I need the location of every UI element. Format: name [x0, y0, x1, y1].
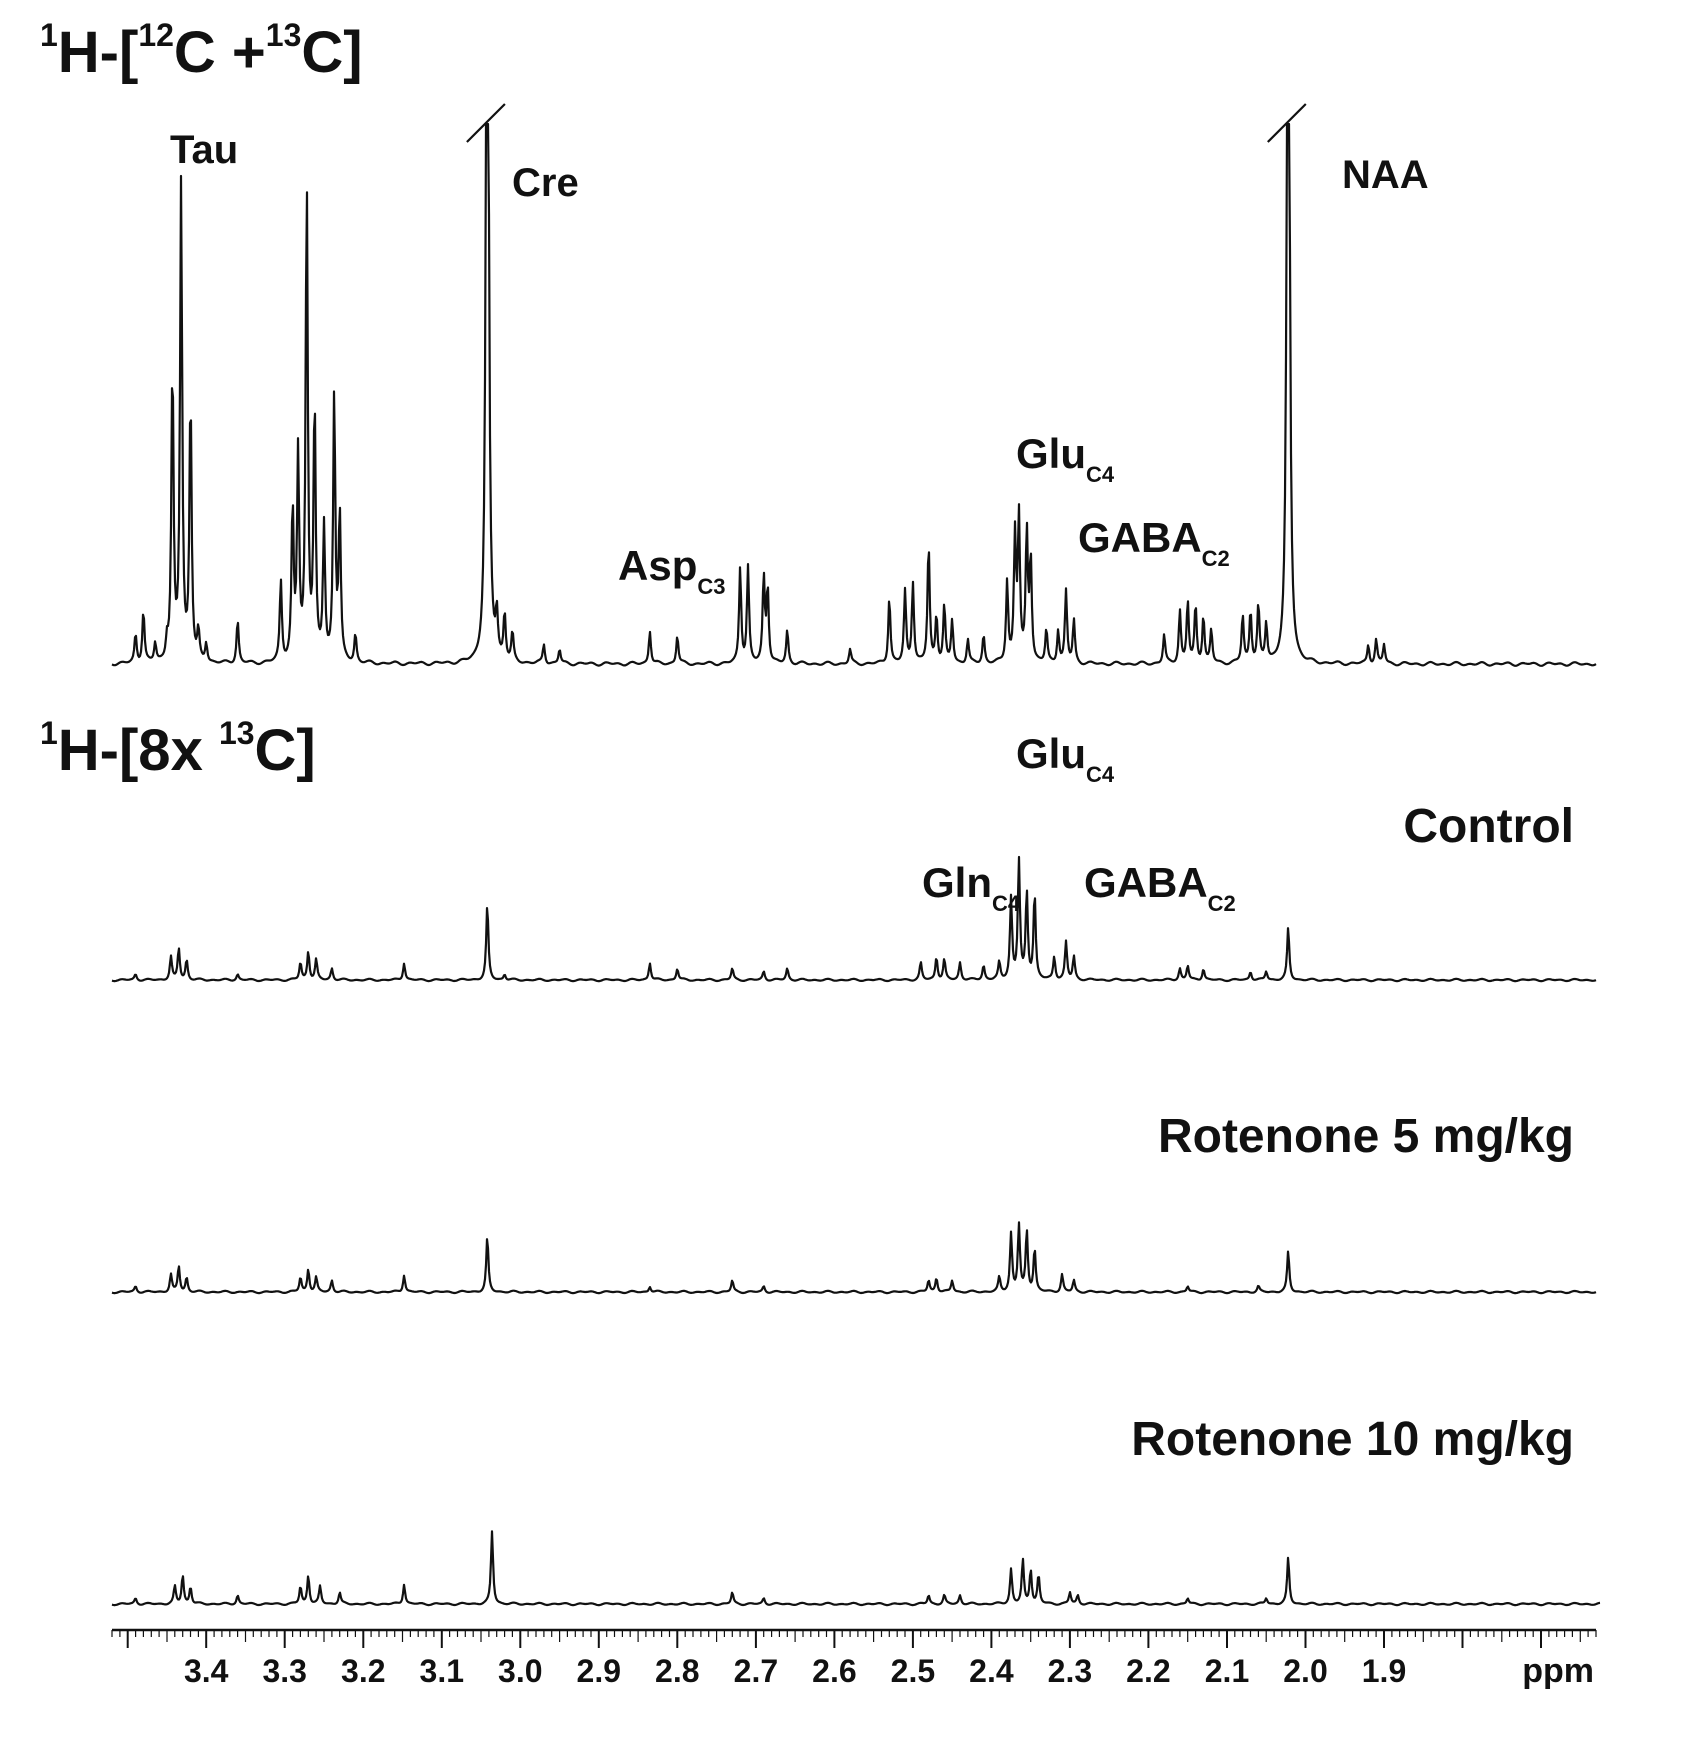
- panel-title-top: 1H-[12C +13C]: [40, 17, 363, 85]
- annot-glu-top: GluC4: [1016, 430, 1115, 487]
- annot-asp-main: Asp: [618, 542, 697, 589]
- panel-title-top-sup2: 13: [266, 17, 302, 53]
- panel-title-top-post: C]: [301, 20, 362, 85]
- annot-glu-top-sub: C4: [1086, 462, 1115, 487]
- x-tick-label: 2.9: [577, 1653, 621, 1689]
- annot-glu-bottom: GluC4: [1016, 730, 1115, 787]
- annot-cre: Cre: [512, 161, 579, 205]
- x-tick-label: 3.1: [420, 1653, 464, 1689]
- annot-gln-bottom-main: Gln: [922, 859, 992, 906]
- annot-glu-bottom-sub: C4: [1086, 762, 1115, 787]
- truncation-mark-1: [466, 103, 506, 143]
- spectrum-trace-2: [111, 855, 1597, 983]
- x-tick-label: 2.8: [655, 1653, 699, 1689]
- annot-asp-sub: C3: [697, 574, 725, 599]
- x-tick-label: 3.0: [498, 1653, 542, 1689]
- panel-title-bottom-mid1: H-[8x: [58, 718, 219, 783]
- panel-title-bottom: 1H-[8x 13C]: [40, 715, 316, 783]
- annot-gaba-bottom-main: GABA: [1084, 859, 1208, 906]
- x-tick-label: 2.6: [812, 1653, 856, 1689]
- truncation-markers: [466, 103, 1307, 143]
- panel-title-bottom-pre: 1: [40, 715, 58, 751]
- series-label-rotenone-10: Rotenone 10 mg/kg: [1131, 1413, 1574, 1466]
- annot-gaba-top: GABAC2: [1078, 514, 1230, 571]
- panel-title-top-mid2: C +: [174, 20, 266, 85]
- annot-glu-top-main: Glu: [1016, 430, 1086, 477]
- x-tick-label: 2.7: [734, 1653, 778, 1689]
- x-tick-label: 2.4: [969, 1653, 1014, 1689]
- annot-tau: Tau: [170, 128, 238, 172]
- spectrum-trace-1: [111, 122, 1597, 667]
- annot-gaba-bottom-sub: C2: [1208, 891, 1236, 916]
- x-tick-label: 2.0: [1283, 1653, 1327, 1689]
- spectra-traces: [111, 122, 1601, 1607]
- spectrum-trace-3: [111, 1221, 1597, 1295]
- x-tick-label: 2.5: [891, 1653, 935, 1689]
- x-axis-unit-label: ppm: [1522, 1652, 1594, 1690]
- spectrum-trace-4: [111, 1530, 1601, 1607]
- panel-title-top-sup1: 12: [138, 17, 174, 53]
- annot-gln-bottom: GlnC4: [922, 859, 1021, 916]
- x-tick-label: 1.9: [1362, 1653, 1406, 1689]
- panel-title-top-mid1: H-[: [58, 20, 139, 85]
- x-tick-label: 3.4: [184, 1653, 229, 1689]
- panel-title-top-pre: 1: [40, 17, 58, 53]
- x-tick-label: 2.1: [1205, 1653, 1249, 1689]
- truncation-mark-2: [1267, 103, 1307, 143]
- panel-title-bottom-sup1: 13: [219, 715, 255, 751]
- x-axis: 3.4 3.3 3.2 3.1 3.0 2.9 2.8 2.7 2.6 2.5 2.4 2.3 2.2 2…: [111, 1628, 1597, 1689]
- x-tick-label: 3.2: [341, 1653, 385, 1689]
- annot-glu-bottom-main: Glu: [1016, 730, 1086, 777]
- series-label-control: Control: [1403, 800, 1574, 853]
- annot-gaba-top-sub: C2: [1202, 546, 1230, 571]
- x-tick-label: 2.2: [1126, 1653, 1170, 1689]
- annot-asp: AspC3: [618, 542, 725, 599]
- panel-title-bottom-post: C]: [255, 718, 316, 783]
- x-tick-label: 2.3: [1048, 1653, 1092, 1689]
- annot-gaba-bottom: GABAC2: [1084, 859, 1236, 916]
- annot-naa: NAA: [1342, 153, 1429, 197]
- annot-gln-bottom-sub: C4: [992, 891, 1021, 916]
- series-label-rotenone-5: Rotenone 5 mg/kg: [1158, 1110, 1574, 1163]
- annot-gaba-top-main: GABA: [1078, 514, 1202, 561]
- x-tick-label: 3.3: [262, 1653, 306, 1689]
